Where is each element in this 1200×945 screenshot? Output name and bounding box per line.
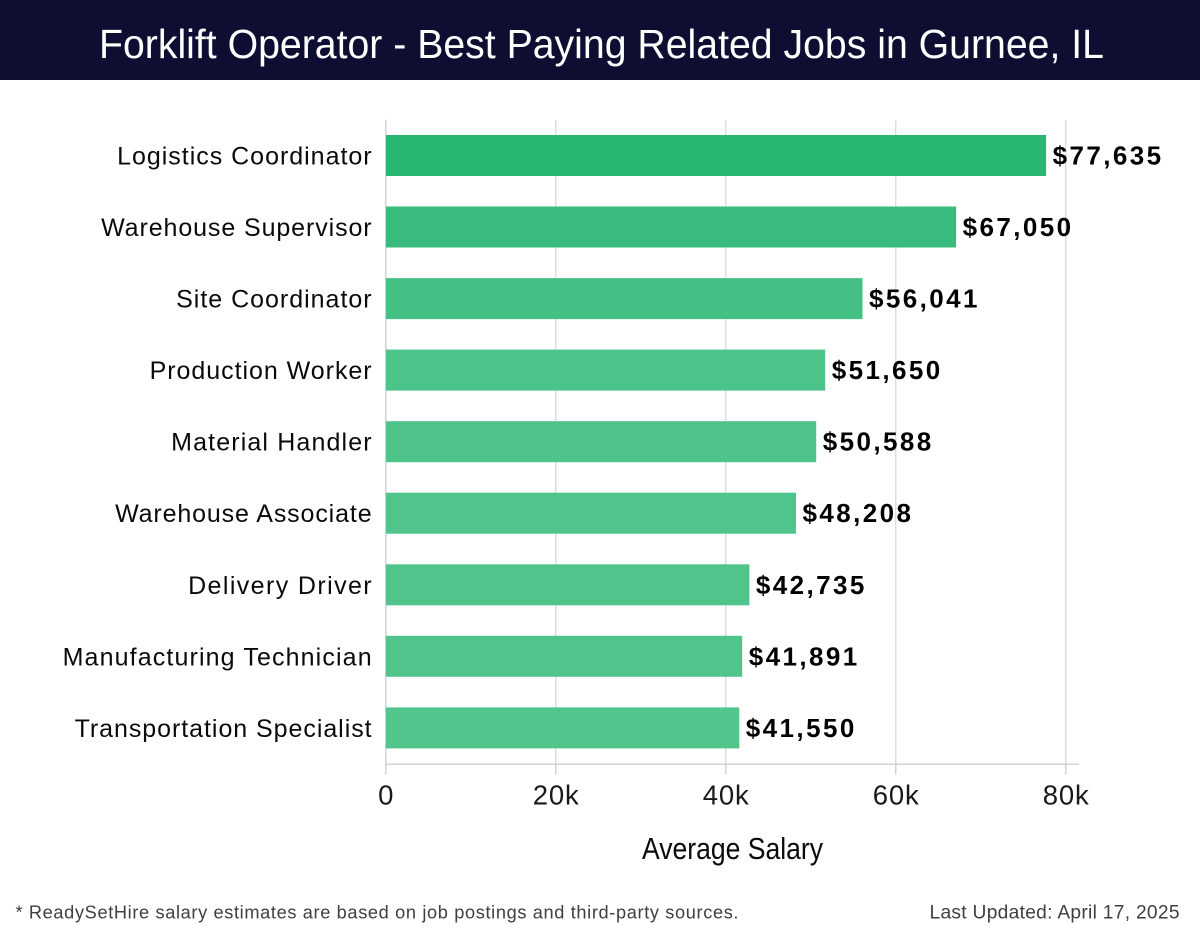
svg-text:$41,891: $41,891 [749, 641, 858, 671]
svg-text:$51,650: $51,650 [832, 355, 941, 385]
svg-text:40k: 40k [703, 779, 749, 810]
svg-text:$67,050: $67,050 [963, 212, 1072, 242]
svg-text:Warehouse Associate: Warehouse Associate [115, 500, 371, 528]
svg-text:Warehouse Supervisor: Warehouse Supervisor [101, 214, 371, 242]
svg-text:60k: 60k [873, 779, 919, 810]
svg-text:Site Coordinator: Site Coordinator [176, 286, 371, 314]
svg-text:Logistics Coordinator: Logistics Coordinator [117, 143, 371, 171]
svg-text:$56,041: $56,041 [869, 284, 978, 314]
svg-text:20k: 20k [533, 779, 579, 810]
svg-text:Forklift Operator - Best Payin: Forklift Operator - Best Paying Related … [99, 21, 1104, 67]
svg-text:Transportation Specialist: Transportation Specialist [75, 715, 372, 743]
svg-text:Production Worker: Production Worker [150, 357, 372, 385]
svg-text:Last Updated: April 17, 2025: Last Updated: April 17, 2025 [930, 902, 1180, 923]
svg-text:Average Salary: Average Salary [642, 831, 823, 866]
svg-text:$50,588: $50,588 [823, 427, 932, 457]
svg-text:Material Handler: Material Handler [171, 429, 371, 457]
svg-text:0: 0 [378, 779, 393, 810]
svg-text:$48,208: $48,208 [803, 498, 912, 528]
svg-text:$42,735: $42,735 [756, 570, 865, 600]
svg-text:* ReadySetHire salary estimate: * ReadySetHire salary estimates are base… [16, 902, 739, 922]
svg-text:Delivery Driver: Delivery Driver [188, 572, 371, 600]
svg-text:$41,550: $41,550 [746, 713, 855, 743]
svg-text:$77,635: $77,635 [1053, 141, 1162, 171]
svg-text:Manufacturing Technician: Manufacturing Technician [63, 643, 372, 671]
svg-text:80k: 80k [1043, 779, 1089, 810]
